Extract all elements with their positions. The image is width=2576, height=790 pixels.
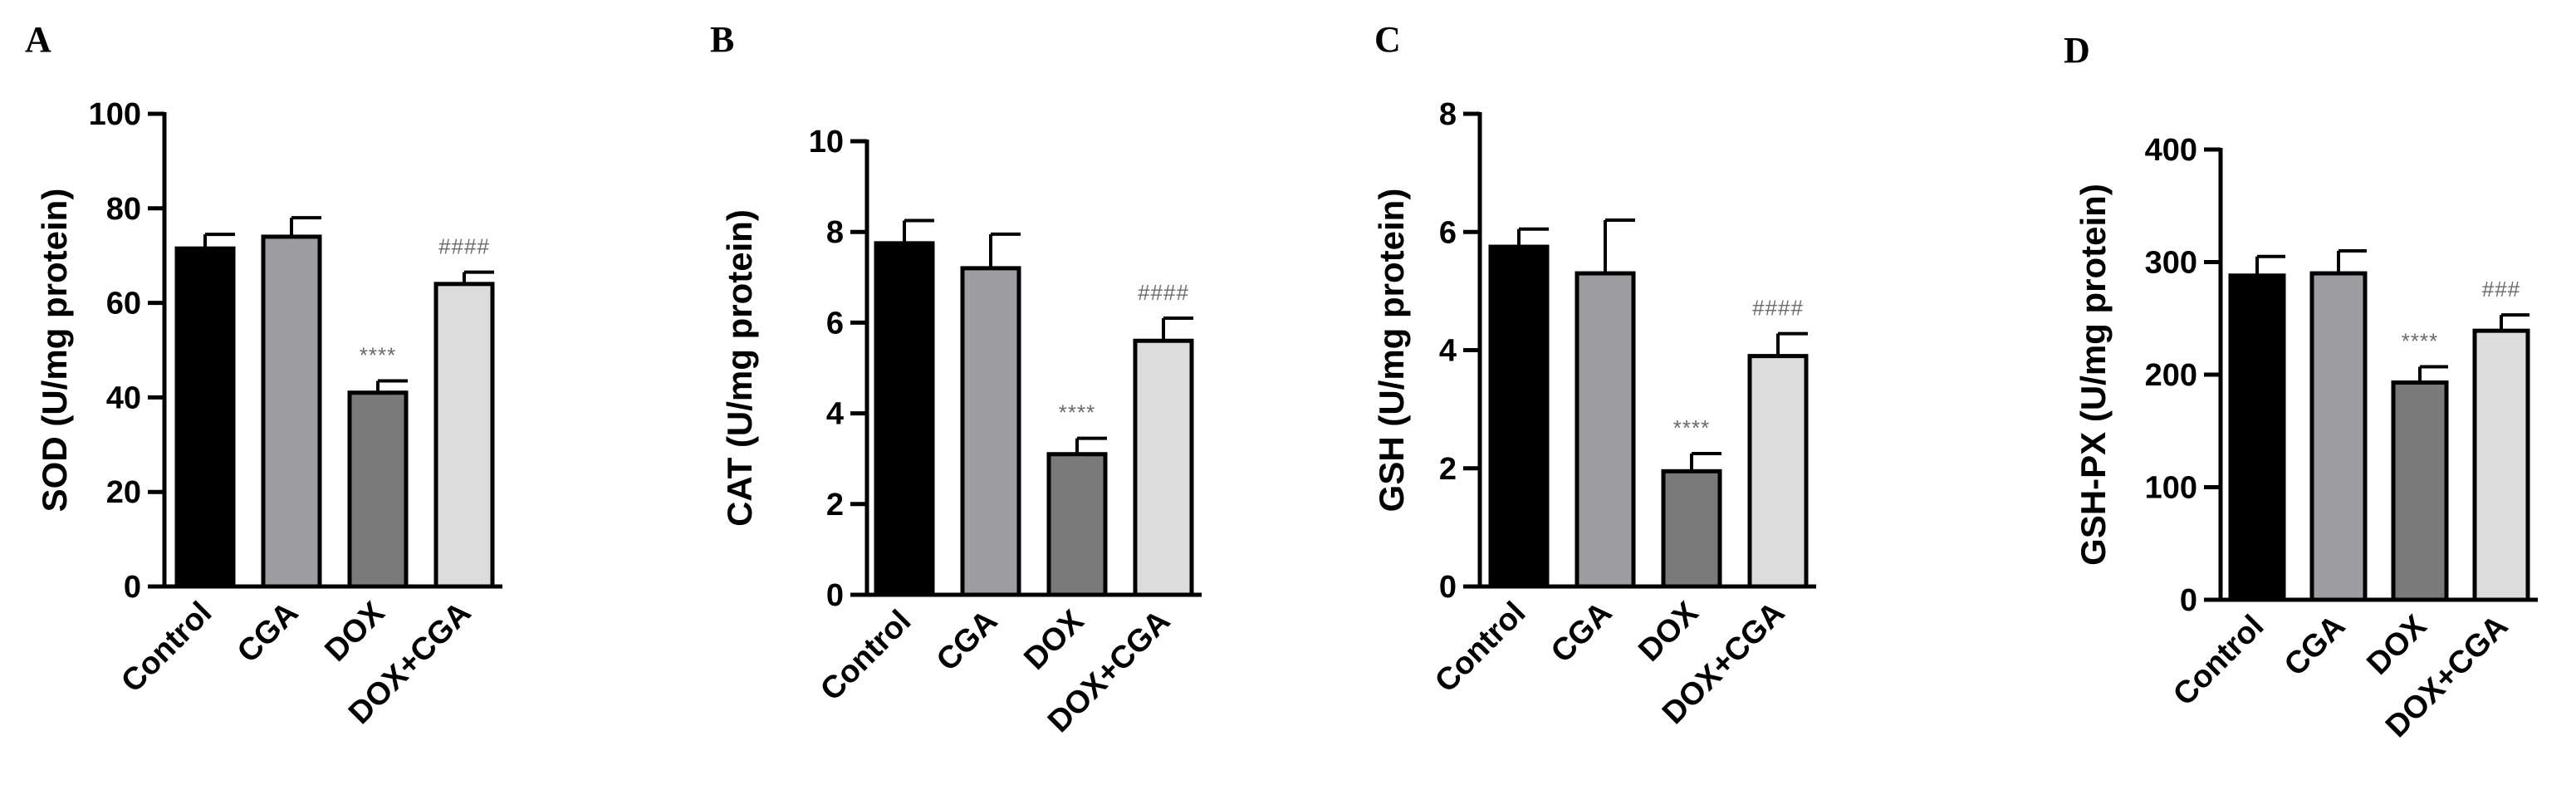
y-tick-label: 8 xyxy=(1439,97,1457,132)
bar-dox xyxy=(2391,380,2449,602)
bar-control xyxy=(1488,244,1550,589)
y-tick-label: 6 xyxy=(826,306,844,341)
panel-letter: C xyxy=(1374,19,1401,60)
y-axis-title: SOD (U/mg protein) xyxy=(35,189,74,513)
y-axis-title: GSH-PX (U/mg protein) xyxy=(2074,184,2113,566)
x-category-label: CGA xyxy=(1545,596,1619,670)
y-tick-label: 100 xyxy=(2145,471,2197,506)
y-tick-label: 200 xyxy=(2145,358,2197,393)
y-tick-label: 4 xyxy=(1439,334,1457,369)
bar-dox xyxy=(347,390,409,589)
x-category-label: DOX xyxy=(318,595,391,668)
panel-letter: B xyxy=(710,19,734,60)
y-tick-label: 0 xyxy=(2180,583,2197,618)
y-tick-label: 2 xyxy=(826,488,844,523)
significance-label: #### xyxy=(438,234,490,259)
significance-label: ### xyxy=(2482,277,2520,302)
y-axis-title: CAT (U/mg protein) xyxy=(720,209,759,527)
x-category-label: Control xyxy=(814,604,918,708)
bar-dox-cga xyxy=(1747,354,1809,589)
chart-panel-c: C 0 2 4 6 8 GSH (U/mg protein) Control CGA **** DO… xyxy=(1372,19,1816,731)
y-tick-label: 300 xyxy=(2145,246,2197,281)
y-tick-label: 20 xyxy=(106,475,141,510)
bar-control xyxy=(2228,273,2286,602)
y-tick-label: 0 xyxy=(124,570,141,605)
y-tick-label: 8 xyxy=(826,215,844,250)
bar-cga xyxy=(2309,271,2368,602)
y-tick-label: 2 xyxy=(1439,452,1457,487)
bar-dox xyxy=(1046,452,1108,597)
y-tick-label: 0 xyxy=(826,578,844,613)
bar-dox-cga xyxy=(2472,328,2530,602)
x-category-label: CGA xyxy=(930,604,1004,678)
x-category-label: DOX xyxy=(1632,595,1705,668)
significance-label: **** xyxy=(360,342,396,367)
bar-cga xyxy=(1574,271,1636,589)
significance-label: #### xyxy=(1752,296,1804,321)
y-tick-label: 40 xyxy=(106,380,141,415)
x-category-label: Control xyxy=(2167,609,2270,713)
panel-letter: D xyxy=(2064,30,2090,71)
significance-label: **** xyxy=(1059,400,1095,425)
x-category-label: Control xyxy=(115,596,218,699)
y-tick-label: 6 xyxy=(1439,215,1457,250)
significance-label: **** xyxy=(2402,329,2438,354)
bar-dox xyxy=(1661,469,1722,589)
y-tick-label: 10 xyxy=(809,125,844,159)
y-tick-label: 0 xyxy=(1439,570,1457,605)
x-category-label: DOX xyxy=(2360,608,2433,681)
x-category-label: DOX xyxy=(1017,603,1090,676)
significance-label: #### xyxy=(1138,280,1189,305)
panel-letter: A xyxy=(25,19,51,60)
bar-cga xyxy=(960,266,1021,597)
bar-dox-cga xyxy=(433,282,495,589)
chart-panel-b: B 0 2 4 6 8 10 CAT (U/mg protein) Control CGA ****… xyxy=(710,19,1202,739)
y-tick-label: 400 xyxy=(2145,133,2197,168)
chart-panel-d: D 0 100 200 300 400 GSH-PX (U/mg protein) Contr… xyxy=(2064,30,2538,744)
y-tick-label: 60 xyxy=(106,287,141,321)
bar-control xyxy=(174,246,236,589)
x-category-label: CGA xyxy=(2278,609,2352,683)
bar-control xyxy=(874,241,935,597)
x-category-label: CGA xyxy=(231,596,305,670)
bar-dox-cga xyxy=(1133,338,1194,597)
significance-label: **** xyxy=(1673,415,1710,440)
bar-cga xyxy=(261,234,322,589)
y-axis-title: GSH (U/mg protein) xyxy=(1372,189,1411,513)
y-tick-label: 4 xyxy=(826,397,844,432)
y-tick-label: 80 xyxy=(106,192,141,227)
chart-panel-a: A 0 20 40 60 80 100 SOD (U/mg protein) Control CG… xyxy=(25,19,502,731)
y-tick-label: 100 xyxy=(89,97,141,132)
x-category-label: Control xyxy=(1428,596,1532,699)
